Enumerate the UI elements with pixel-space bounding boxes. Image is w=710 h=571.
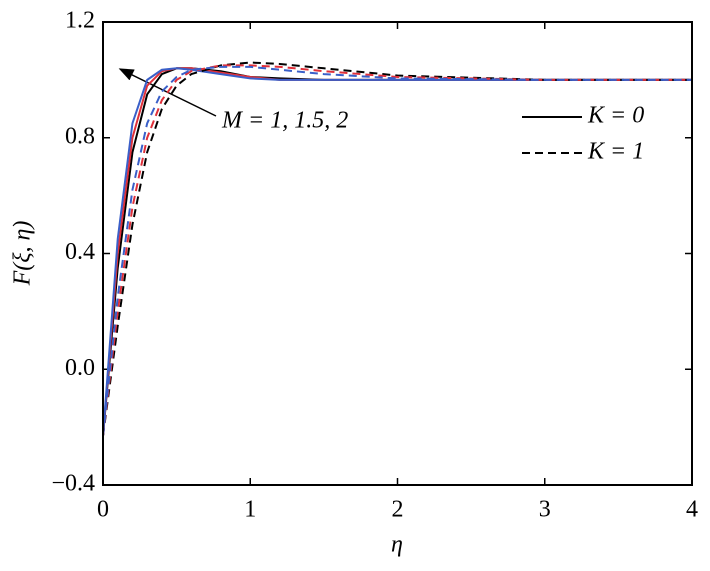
x-tick-label: 1 [244,497,256,523]
y-tick-label: 0.0 [65,355,95,381]
y-tick-label: 0.4 [65,239,95,265]
legend-label: K = 1 [587,139,644,165]
y-tick-label: 0.8 [65,123,95,149]
x-tick-label: 3 [539,497,551,523]
x-tick-label: 0 [97,497,109,523]
data-line [102,67,692,436]
y-tick-label: −0.4 [51,471,95,497]
annotation: M = 1, 1.5, 2 [221,108,348,134]
x-tick-label: 2 [392,497,404,523]
data-line [102,61,692,436]
x-axis-label: η [391,532,403,558]
data-line [102,64,692,436]
plot-frame [102,21,693,486]
y-axis-label: F(ξ, η) [10,221,36,287]
x-tick-label: 4 [686,497,698,523]
y-tick-label: 1.2 [65,8,95,34]
legend-label: K = 0 [587,103,644,129]
